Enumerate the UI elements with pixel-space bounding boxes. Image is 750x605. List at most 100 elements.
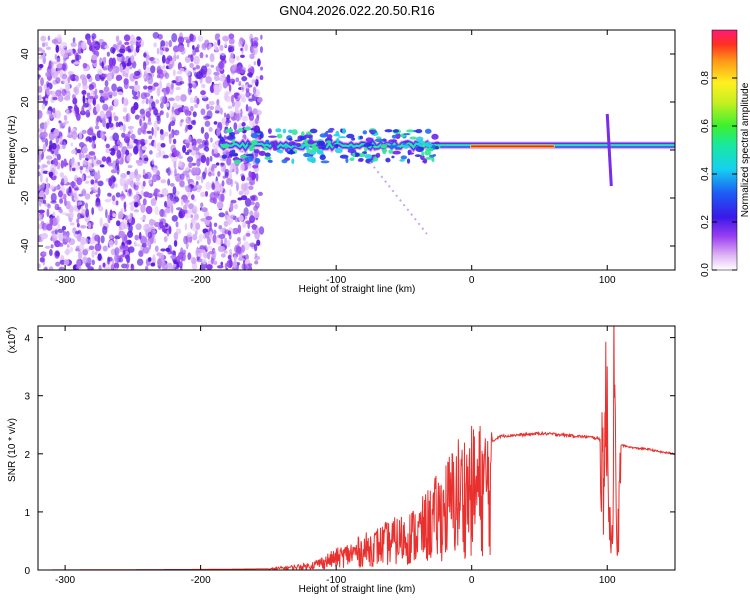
signal-blob (339, 154, 349, 159)
noise-blob (163, 90, 167, 97)
signal-blob (366, 141, 372, 146)
noise-blob (170, 111, 176, 121)
noise-blob (62, 122, 67, 127)
noise-blob (158, 192, 161, 198)
snr-x-ticks: -300 -200 -100 0 100 (55, 326, 616, 586)
noise-blob (53, 37, 58, 46)
signal-blob (388, 139, 398, 143)
noise-blob (248, 106, 253, 114)
signal-blob (225, 128, 234, 133)
noise-blob (143, 85, 148, 90)
noise-blob (209, 155, 213, 162)
noise-blob (65, 248, 70, 256)
noise-blob (98, 264, 102, 270)
signal-blob (372, 130, 378, 134)
noise-blob (139, 108, 145, 115)
noise-blob (57, 228, 65, 234)
noise-blob (204, 120, 211, 127)
signal-blob (284, 145, 288, 149)
noise-blob (191, 205, 198, 215)
noise-blob (115, 121, 119, 128)
noise-blob (184, 56, 191, 63)
noise-blob (59, 198, 64, 204)
noise-blob (164, 72, 170, 80)
noise-blob (156, 73, 161, 79)
noise-blob (39, 190, 45, 199)
noise-blob (242, 235, 246, 242)
noise-blob (154, 113, 162, 118)
noise-blob (77, 41, 82, 50)
noise-blob (38, 223, 42, 230)
noise-blob (44, 266, 48, 270)
noise-blob (89, 95, 94, 100)
signal-blob (364, 154, 373, 159)
noise-blob (81, 174, 85, 183)
noise-blob (238, 257, 245, 261)
noise-blob (193, 55, 200, 65)
noise-blob (91, 259, 95, 266)
noise-blob (203, 145, 206, 151)
noise-blob (87, 128, 94, 136)
noise-blob (154, 245, 159, 252)
noise-blob (172, 45, 180, 53)
noise-blob (196, 71, 203, 80)
noise-blob (186, 232, 193, 238)
noise-blob (125, 149, 130, 156)
noise-blob (160, 248, 167, 252)
noise-blob (116, 220, 121, 227)
noise-blob (183, 36, 190, 41)
noise-blob (90, 89, 94, 97)
noise-blob (125, 263, 129, 270)
noise-blob (161, 54, 166, 64)
noise-blob (128, 240, 132, 245)
noise-blob (184, 109, 190, 116)
spectrogram-x-tick-label: -300 (55, 275, 75, 286)
noise-blob (50, 150, 55, 154)
noise-blob (185, 69, 191, 77)
noise-blob (241, 76, 248, 82)
signal-blob (392, 129, 399, 133)
signal-blob (247, 142, 252, 146)
noise-blob (72, 190, 78, 197)
signal-blob (403, 133, 411, 136)
signal-blob (305, 131, 312, 135)
noise-blob (207, 171, 212, 177)
noise-blob (151, 127, 154, 136)
noise-blob (243, 207, 249, 217)
noise-blob (235, 55, 240, 61)
signal-blob (372, 145, 381, 149)
noise-blob (249, 210, 254, 217)
snr-y-multiplier-close: ) (7, 327, 18, 330)
noise-blob (44, 245, 51, 249)
signal-blob (267, 159, 273, 163)
noise-blob (38, 235, 42, 243)
noise-blob (137, 143, 142, 152)
noise-blob (189, 62, 194, 68)
noise-blob (104, 222, 109, 227)
noise-blob (178, 155, 184, 160)
noise-blob (154, 193, 158, 201)
noise-blob (86, 92, 91, 98)
noise-blob (74, 230, 80, 235)
signal-blob (264, 156, 272, 160)
signal-blob (305, 144, 310, 150)
noise-blob (233, 122, 238, 131)
noise-blob (118, 211, 124, 220)
noise-blob (121, 263, 128, 269)
noise-blob (187, 156, 194, 163)
signal-blob (415, 136, 424, 142)
noise-blob (228, 38, 235, 45)
signal-blob (346, 133, 355, 139)
noise-blob (55, 77, 61, 84)
noise-blob (185, 166, 190, 172)
noise-blob (187, 252, 192, 261)
noise-blob (218, 52, 226, 56)
noise-blob (82, 75, 86, 82)
noise-blob (229, 258, 233, 268)
noise-blob (143, 223, 150, 233)
noise-blob (130, 133, 136, 140)
noise-blob (86, 175, 91, 179)
snr-x-tick-label: -200 (191, 575, 211, 586)
